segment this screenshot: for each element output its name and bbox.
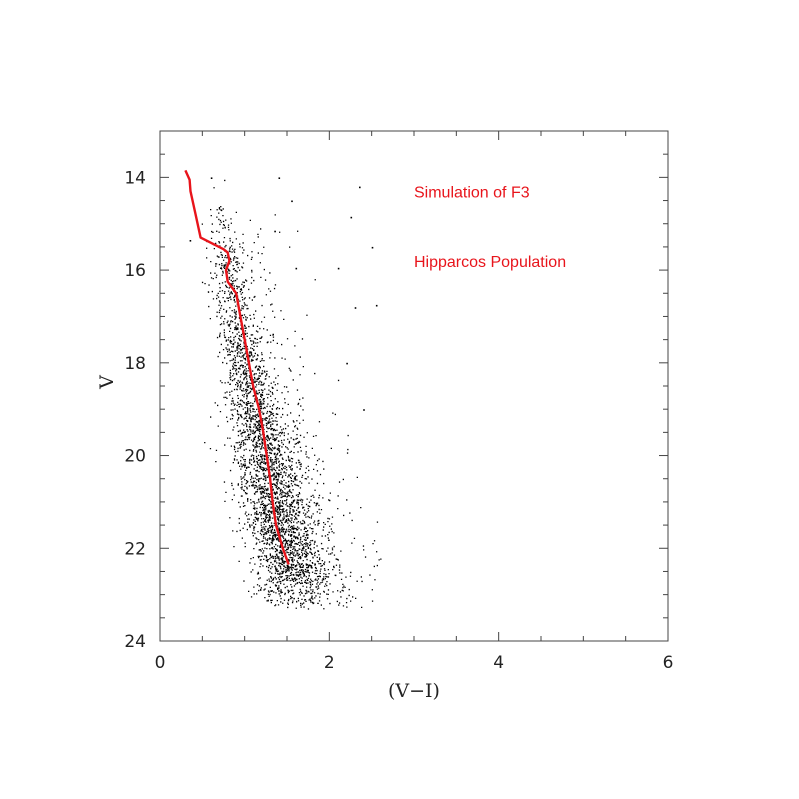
star-dot — [375, 304, 378, 307]
x-axis-title: (V−I) — [388, 680, 440, 702]
y-tick-label: 18 — [124, 354, 146, 374]
star-dot — [371, 246, 374, 249]
y-tick-label: 16 — [124, 261, 146, 281]
axis-ticks — [159, 130, 669, 642]
y-tick-label: 22 — [124, 539, 146, 559]
star-dot — [337, 267, 340, 270]
model-line — [184, 169, 290, 565]
x-tick-label: 6 — [663, 653, 674, 673]
star-dot — [295, 267, 298, 270]
x-tick-label: 0 — [155, 653, 166, 673]
star-dot — [291, 200, 293, 203]
star-dot — [363, 409, 365, 411]
scatter-points — [189, 177, 382, 610]
star-dot — [359, 186, 361, 189]
x-tick-label: 4 — [493, 653, 504, 673]
y-tick-label: 20 — [124, 447, 146, 467]
annotation-population: Hipparcos Population — [414, 254, 566, 271]
y-tick-label: 14 — [124, 168, 146, 188]
star-dot — [278, 177, 281, 179]
model-track — [184, 169, 290, 565]
star-dot — [354, 307, 357, 309]
star-dot — [350, 216, 353, 219]
annotation-simulation: Simulation of F3 — [414, 184, 530, 201]
star-dot — [210, 177, 213, 179]
star-dots — [201, 179, 382, 610]
axes-frame — [159, 130, 669, 642]
star-dot — [189, 240, 192, 242]
plot-frame — [159, 130, 669, 642]
y-axis-title: V — [96, 375, 118, 390]
star-dot — [274, 230, 276, 233]
x-tick-label: 2 — [324, 653, 335, 673]
star-dot — [346, 362, 348, 365]
y-tick-label: 24 — [124, 632, 146, 652]
